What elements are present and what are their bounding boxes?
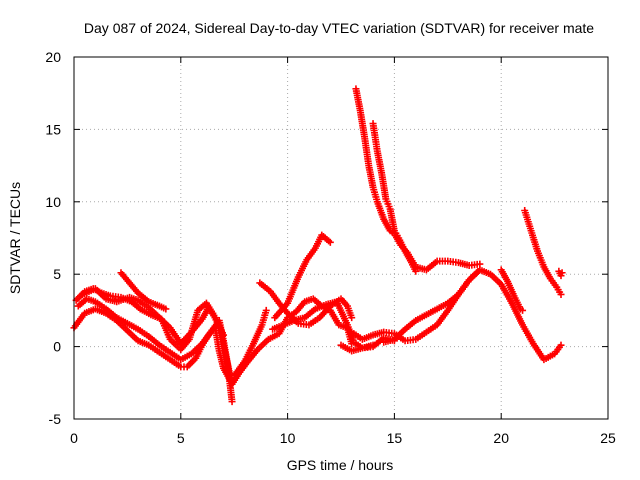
x-tick-label: 10 xyxy=(280,430,296,446)
data-point xyxy=(557,341,565,349)
y-tick-label: 0 xyxy=(53,339,61,355)
data-layer xyxy=(70,85,566,406)
data-point xyxy=(519,306,527,314)
x-tick-label: 0 xyxy=(70,430,78,446)
series-track-l xyxy=(348,266,565,364)
series-track-j xyxy=(352,85,484,274)
series-track-n xyxy=(337,341,377,355)
x-tick-label: 15 xyxy=(387,430,403,446)
series-track-o xyxy=(497,266,527,314)
data-point xyxy=(369,341,377,349)
series-track-p xyxy=(521,206,565,298)
series-track-q xyxy=(555,267,566,280)
x-axis-label: GPS time / hours xyxy=(287,457,394,473)
y-tick-label: 10 xyxy=(45,194,61,210)
y-tick-label: 5 xyxy=(53,266,61,282)
y-tick-label: 20 xyxy=(45,49,61,65)
data-point xyxy=(558,269,566,277)
data-point xyxy=(162,305,170,313)
data-point xyxy=(262,306,270,314)
series-track-h xyxy=(271,231,334,322)
data-point xyxy=(348,314,356,322)
y-tick-label: 15 xyxy=(45,121,61,137)
data-point xyxy=(476,266,484,274)
series-track-k xyxy=(369,120,420,275)
chart-title: Day 087 of 2024, Sidereal Day-to-day VTE… xyxy=(84,20,594,36)
data-point xyxy=(228,398,236,406)
x-tick-label: 25 xyxy=(600,430,616,446)
x-tick-label: 20 xyxy=(493,430,509,446)
y-axis-label: SDTVAR / TECUs xyxy=(7,182,23,294)
plot-frame xyxy=(73,56,609,420)
series-track-e xyxy=(79,285,228,348)
series-track-m xyxy=(380,266,484,346)
data-point xyxy=(326,238,334,246)
y-tick-label: -5 xyxy=(49,411,62,427)
data-point xyxy=(557,290,565,298)
data-point xyxy=(412,267,420,275)
grid xyxy=(74,57,608,419)
series-track-d xyxy=(117,269,170,313)
series-track-f xyxy=(230,306,270,380)
axis-ticks: 0 5 10 15 20 25 -5 0 5 10 15 20 xyxy=(45,49,616,446)
x-tick-label: 5 xyxy=(177,430,185,446)
data-point xyxy=(220,331,228,339)
